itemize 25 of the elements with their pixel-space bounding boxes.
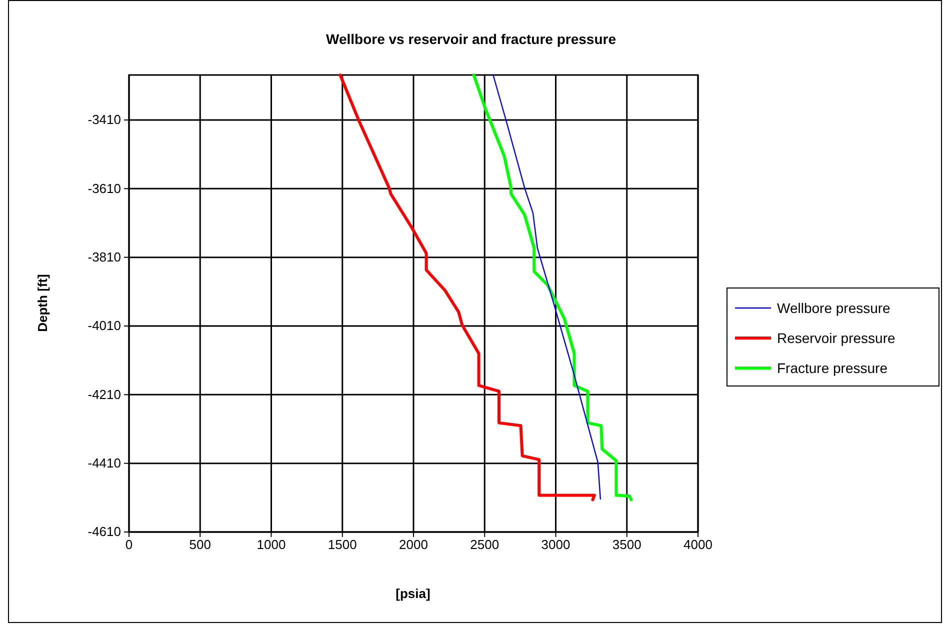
x-tick-label: 3000 <box>541 537 570 552</box>
x-tick-label: 4000 <box>684 537 712 552</box>
legend-label: Fracture pressure <box>777 360 888 376</box>
y-tick-label: -4210 <box>88 386 121 402</box>
x-tick-label: 1000 <box>256 537 286 552</box>
y-tick-label: -3610 <box>88 180 121 196</box>
x-tick-label: 500 <box>189 537 211 552</box>
y-tick-label: -4410 <box>88 455 121 470</box>
line-series <box>492 74 602 500</box>
x-tick-label: 2500 <box>470 537 500 552</box>
y-tick-label: -4010 <box>88 318 121 334</box>
x-tick-label: 1500 <box>328 537 357 552</box>
x-tick-label: 2000 <box>399 537 428 552</box>
x-axis-title: [psia] <box>396 586 430 601</box>
x-tick-label: 0 <box>125 537 133 552</box>
legend-label: Wellbore pressure <box>777 300 891 316</box>
legend-label: Reservoir pressure <box>777 330 896 346</box>
x-tick-label: 3500 <box>612 537 642 552</box>
y-tick-label: -4610 <box>88 524 121 540</box>
line-series <box>338 74 596 502</box>
line-series <box>472 74 633 502</box>
y-axis-title: Depth [ft] <box>35 274 50 332</box>
y-tick-label: -3410 <box>88 112 121 128</box>
y-tick-label: -3810 <box>88 249 121 264</box>
chart-title: Wellbore vs reservoir and fracture pressure <box>326 31 616 47</box>
